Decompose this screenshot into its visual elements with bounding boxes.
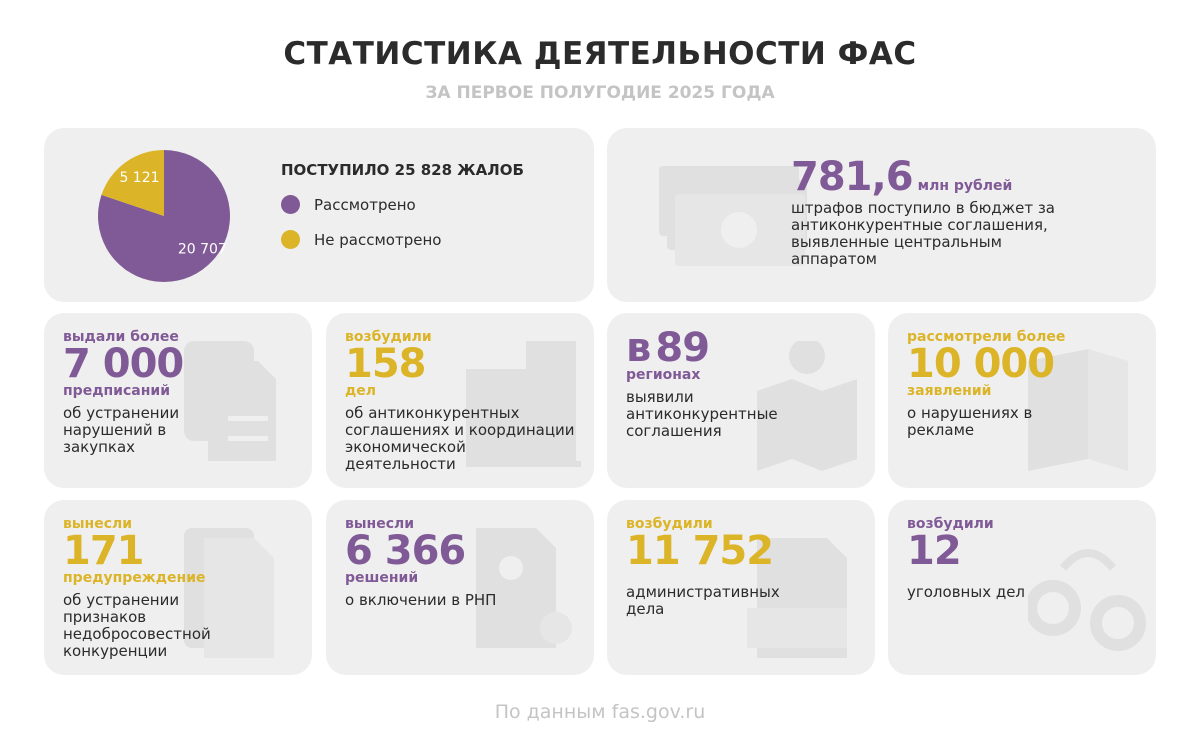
- stat-desc: о включении в РНП: [345, 591, 497, 609]
- stat-unit: регионах: [626, 367, 701, 383]
- legend-label: Не рассмотрено: [314, 230, 442, 249]
- pie-slice: [101, 150, 164, 216]
- legend-item: Рассмотрено: [281, 195, 524, 214]
- stat-unit: решений: [345, 570, 419, 586]
- fines-desc: штрафов поступило в бюджет за антиконкур…: [791, 199, 1055, 268]
- stat-card: возбудили 11 752 административных дела: [607, 500, 875, 675]
- chart-title: ПОСТУПИЛО 25 828 ЖАЛОБ: [281, 161, 524, 179]
- legend-swatch: [281, 230, 300, 249]
- stat-unit: заявлений: [907, 383, 992, 399]
- source-footer: По данным fas.gov.ru: [494, 701, 706, 723]
- legend-item: Не рассмотрено: [281, 230, 524, 249]
- page-title: СТАТИСТИКА ДЕЯТЕЛЬНОСТИ ФАС: [283, 36, 917, 72]
- stat-prefix: выдали более: [63, 329, 179, 345]
- money-icon: [659, 166, 807, 266]
- stat-desc: уголовных дел: [907, 583, 1026, 601]
- stat-card: возбудили 12 уголовных дел: [888, 500, 1156, 675]
- stat-prefix: возбудили: [345, 329, 432, 345]
- fines-unit: млн рублей: [917, 178, 1013, 194]
- stat-card: возбудили 158 дел об антиконкурентных сог…: [326, 313, 594, 488]
- stat-number: 158: [345, 341, 427, 387]
- fines-value: 781,6: [791, 154, 914, 200]
- stat-unit: дел: [345, 383, 377, 399]
- stat-desc: об антиконкурентных соглашениях и коорди…: [345, 404, 575, 473]
- stat-number: 10 000: [907, 341, 1055, 387]
- fines-card: 781,6 млн рублей штрафов поступило в бюд…: [607, 128, 1156, 302]
- stat-number: 11 752: [626, 528, 774, 574]
- stat-prefix: в: [626, 325, 651, 371]
- stat-card: выдали более 7 000 предписаний об устране…: [44, 313, 312, 488]
- pie-value-label: 5 121: [119, 170, 159, 186]
- stat-unit: предписаний: [63, 383, 171, 399]
- stat-card: рассмотрели более 10 000 заявлений о нару…: [888, 313, 1156, 488]
- pie-chart: 20 707 5 121: [97, 150, 230, 282]
- stat-prefix: возбудили: [907, 516, 994, 532]
- page-subtitle: ЗА ПЕРВОЕ ПОЛУГОДИЕ 2025 ГОДА: [425, 83, 775, 103]
- stat-unit: предупреждение: [63, 570, 206, 586]
- stat-number: 7 000: [63, 341, 184, 387]
- stat-desc: об устранении нарушений в закупках: [63, 404, 180, 456]
- stat-number: 6 366: [345, 528, 466, 574]
- stat-prefix: вынесли: [345, 516, 415, 532]
- stat-number: 89: [655, 325, 710, 371]
- legend-label: Рассмотрено: [314, 195, 416, 214]
- pie-value-label: 20 707: [178, 241, 227, 257]
- stat-desc: выявили антиконкурентные соглашения: [626, 388, 778, 440]
- stat-prefix: возбудили: [626, 516, 713, 532]
- stat-card: вынесли 171 предупреждение об устранении …: [44, 500, 312, 675]
- stat-prefix: вынесли: [63, 516, 133, 532]
- stat-card: в 89 регионах выявили антиконкурентные с…: [607, 313, 875, 488]
- stat-desc: административных дела: [626, 583, 780, 618]
- legend-swatch: [281, 195, 300, 214]
- complaints-card: 20 707 5 121 ПОСТУПИЛО 25 828 ЖАЛОБ Рассм…: [44, 128, 594, 302]
- stat-number: 171: [63, 528, 145, 574]
- stat-card: вынесли 6 366 решений о включении в РНП: [326, 500, 594, 675]
- pie-slice: [97, 150, 230, 282]
- stat-number: 12: [907, 528, 962, 574]
- stat-desc: об устранении признаков недобросовестной…: [63, 591, 211, 660]
- stat-prefix: рассмотрели более: [907, 329, 1066, 345]
- stat-desc: о нарушениях в рекламе: [907, 404, 1033, 439]
